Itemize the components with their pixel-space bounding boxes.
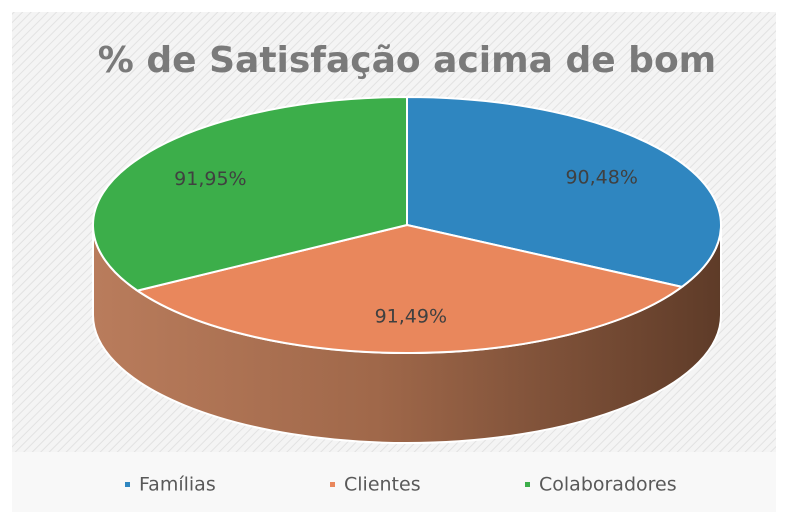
data-label: 90,48% [565, 167, 637, 189]
pie-slice [406, 95, 722, 288]
legend-label: Clientes [344, 474, 421, 496]
data-label: 91,49% [375, 306, 447, 328]
pie-slice [92, 95, 408, 292]
pie-slice [134, 223, 685, 354]
chart-title: % de Satisfação acima de bom [98, 40, 716, 81]
legend-background [12, 452, 776, 512]
legend-marker [330, 482, 335, 487]
legend-label: Famílias [139, 474, 216, 496]
data-label: 91,95% [174, 168, 246, 190]
legend-marker [125, 482, 130, 487]
legend-marker [525, 482, 530, 487]
legend-label: Colaboradores [539, 474, 677, 496]
